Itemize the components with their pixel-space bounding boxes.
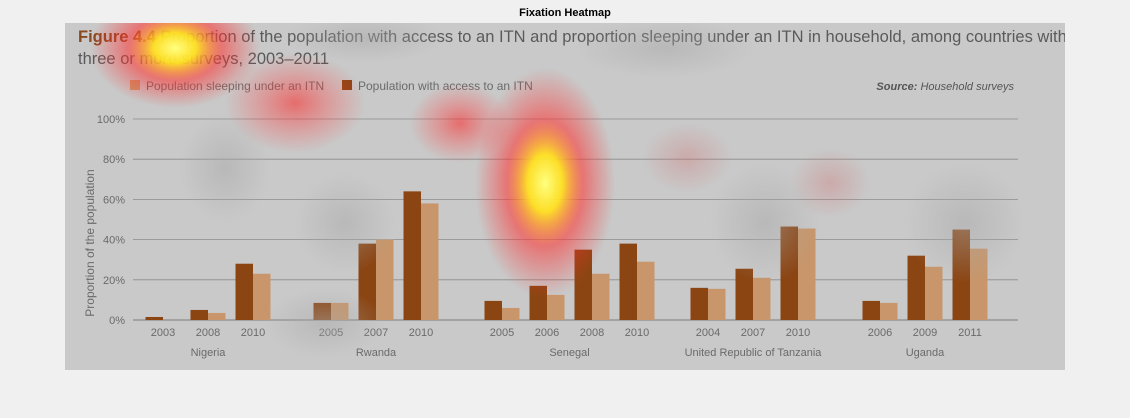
y-tick-label: 60%	[103, 194, 125, 206]
x-group-label: Senegal	[549, 347, 589, 359]
bar-access	[619, 243, 637, 320]
x-tick-label: 2005	[490, 327, 514, 339]
x-tick-label: 2008	[580, 327, 604, 339]
bar-sleeping	[708, 288, 726, 320]
x-tick-label: 2011	[958, 327, 982, 339]
bar-sleeping	[753, 277, 771, 320]
bar-access	[862, 300, 880, 320]
bar-sleeping	[253, 273, 271, 320]
bar-sleeping	[880, 302, 898, 320]
bar-access	[907, 255, 925, 320]
x-tick-label: 2010	[786, 327, 810, 339]
fixation-blob	[575, 23, 755, 78]
bar-access	[145, 316, 163, 320]
fixation-blob	[285, 23, 445, 63]
bar-access	[690, 287, 708, 320]
bar-sleeping	[592, 273, 610, 320]
bar-sleeping	[208, 312, 226, 320]
fixation-blob	[410, 83, 510, 163]
bar-access	[735, 268, 753, 320]
x-tick-label: 2007	[741, 327, 765, 339]
y-tick-label: 0%	[109, 315, 125, 327]
x-tick-label: 2010	[625, 327, 649, 339]
fixation-blob	[905, 163, 1025, 283]
x-tick-label: 2009	[913, 327, 937, 339]
y-tick-label: 80%	[103, 154, 125, 166]
bar-sleeping	[925, 266, 943, 320]
y-tick-label: 40%	[103, 235, 125, 247]
y-tick-label: 20%	[103, 275, 125, 287]
fixation-blob	[295, 173, 395, 273]
bar-sleeping	[376, 239, 394, 320]
bar-access	[190, 309, 208, 320]
x-group-label: Uganda	[906, 347, 945, 359]
x-group-label: Rwanda	[356, 347, 397, 359]
heatmap-title: Fixation Heatmap	[519, 7, 611, 19]
source-note: Source: Household surveys	[876, 81, 1014, 93]
fixation-blob	[265, 288, 385, 358]
fixation-blob	[642, 123, 732, 193]
source-value: Household surveys	[917, 81, 1014, 93]
bar-access	[484, 300, 502, 320]
bar-access	[235, 263, 253, 320]
bar-sleeping	[502, 307, 520, 320]
x-tick-label: 2008	[196, 327, 220, 339]
x-group-label: Nigeria	[191, 347, 227, 359]
bar-sleeping	[547, 294, 565, 320]
bar-sleeping	[637, 261, 655, 320]
y-axis-ticks: 0% 20% 40% 60% 80% 100%	[97, 114, 125, 327]
fixation-heatmap-overlay	[90, 23, 1025, 358]
x-group-label: United Republic of Tanzania	[685, 347, 823, 359]
fixation-blob	[475, 68, 615, 298]
source-label: Source:	[876, 81, 917, 93]
x-tick-label: 2006	[535, 327, 559, 339]
x-tick-label: 2003	[151, 327, 175, 339]
x-tick-label: 2010	[409, 327, 433, 339]
fixation-blob	[90, 23, 260, 108]
bar-chart: Figure 4.4 Proportion of the population …	[78, 23, 1065, 359]
y-axis-label: Proportion of the population	[83, 169, 97, 316]
fixation-blob	[180, 113, 270, 223]
x-tick-label: 2006	[868, 327, 892, 339]
x-tick-label: 2004	[696, 327, 720, 339]
stimulus-image: Figure 4.4 Proportion of the population …	[65, 23, 1065, 370]
fixation-blob	[710, 163, 820, 283]
y-tick-label: 100%	[97, 114, 125, 126]
x-tick-label: 2010	[241, 327, 265, 339]
bar-access	[403, 191, 421, 320]
fixation-blob	[225, 53, 365, 153]
bar-sleeping	[421, 203, 439, 320]
